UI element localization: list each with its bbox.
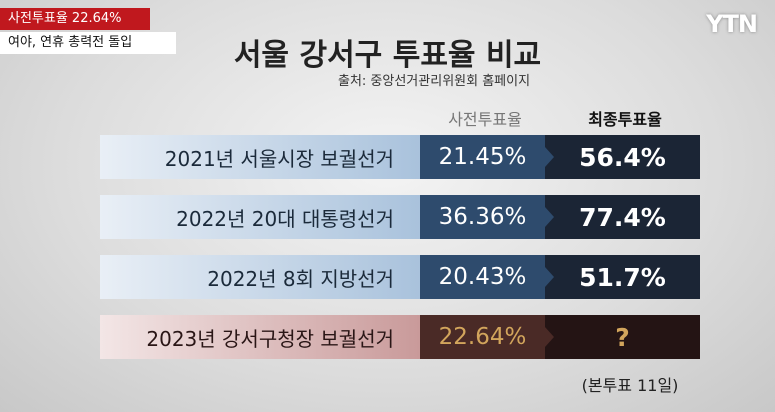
note: (본투표 11일) [581, 376, 679, 395]
column-header: 최종투표율 [588, 110, 662, 129]
column-header: 사전투표율 [448, 110, 522, 129]
early-turnout: 36.36% [420, 195, 545, 239]
row-label: 2023년 강서구청장 보궐선거 [100, 315, 420, 359]
table-row: 2022년 20대 대통령선거 36.36% 77.4% [100, 195, 700, 239]
row-label: 2022년 20대 대통령선거 [100, 195, 420, 239]
title: 서울 강서구 투표율 비교 [233, 38, 542, 73]
final-turnout: 77.4% [545, 195, 700, 239]
early-turnout: 22.64% [420, 315, 545, 359]
table-row: 2022년 8회 지방선거 20.43% 51.7% [100, 255, 700, 299]
row-label: 2021년 서울시장 보궐선거 [100, 135, 420, 179]
row-label: 2022년 8회 지방선거 [100, 255, 420, 299]
caption-headline: 사전투표율 22.64% [0, 8, 150, 30]
early-turnout: 20.43% [420, 255, 545, 299]
caption-subline: 여야, 연휴 총력전 돌입 [0, 32, 176, 54]
final-turnout: 51.7% [545, 255, 700, 299]
table-row: 2023년 강서구청장 보궐선거 22.64%? [100, 315, 700, 359]
source: 출처: 중앙선거관리위원회 홈페이지 [338, 74, 531, 89]
early-turnout: 21.45% [420, 135, 545, 179]
final-turnout: ? [545, 315, 700, 359]
table-row: 2021년 서울시장 보궐선거 21.45% 56.4% [100, 135, 700, 179]
logo: YTN [706, 10, 758, 38]
final-turnout: 56.4% [545, 135, 700, 179]
